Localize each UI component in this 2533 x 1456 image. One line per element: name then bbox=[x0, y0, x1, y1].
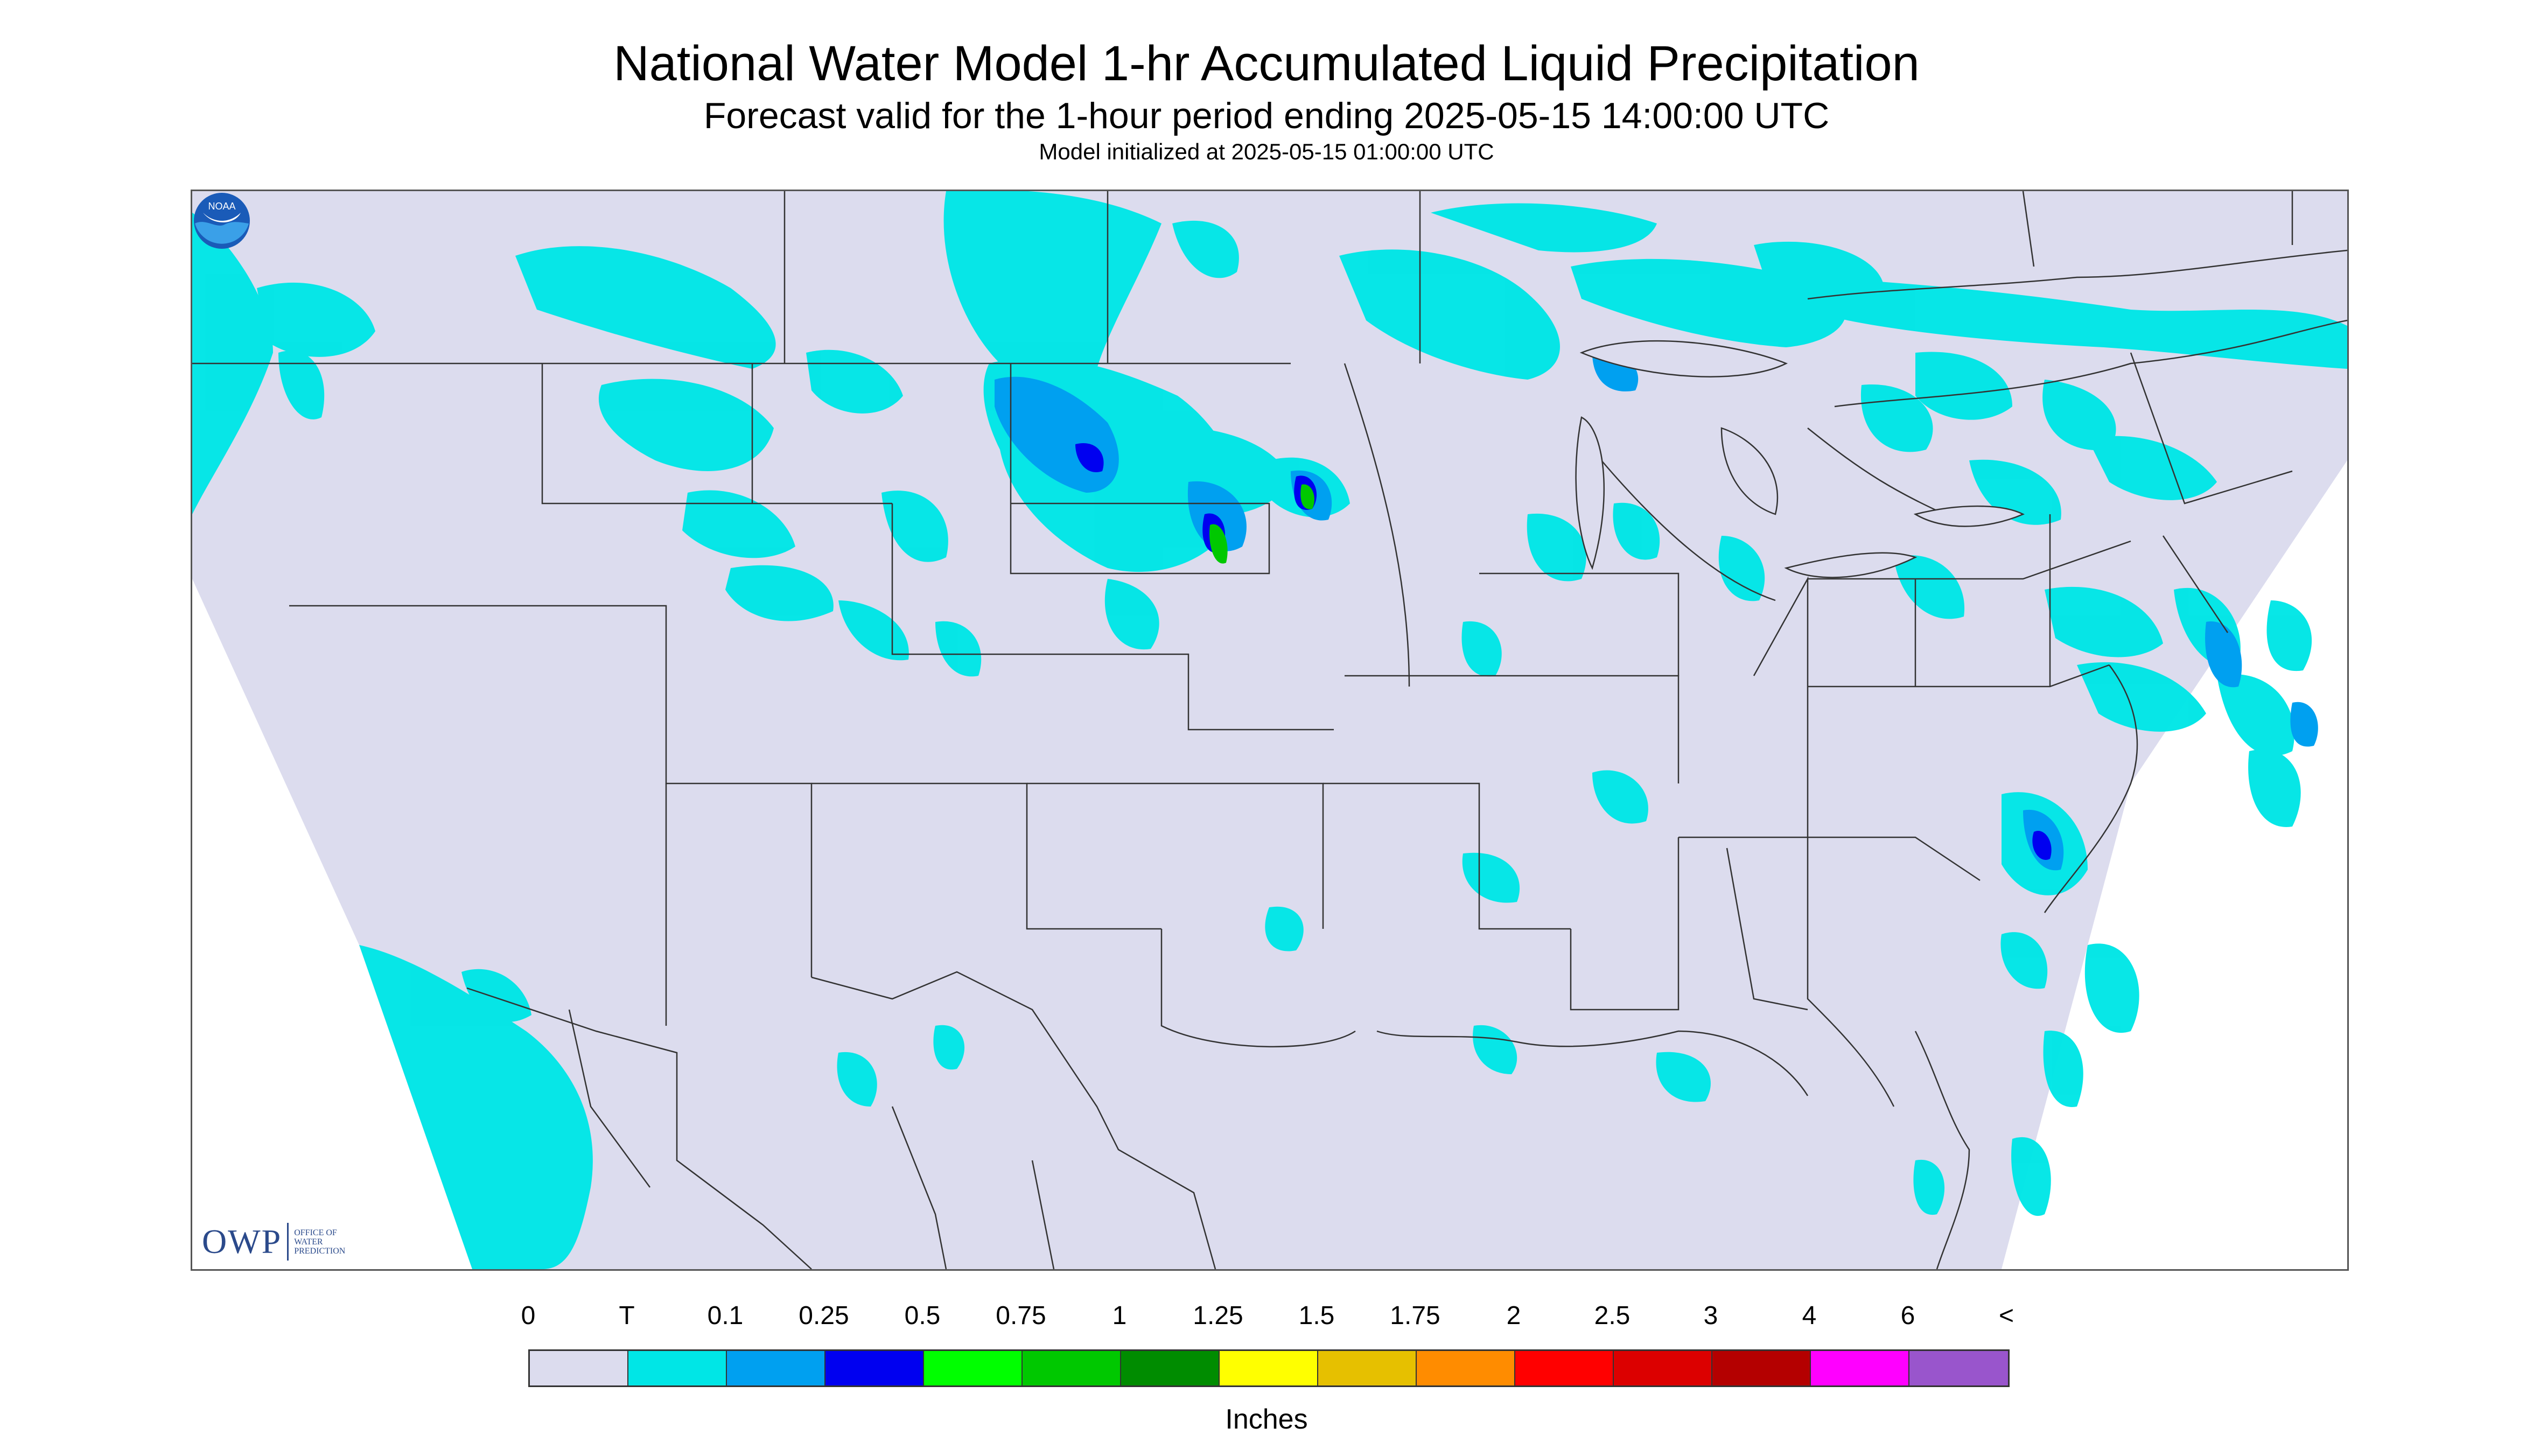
owp-logo-subtext: OFFICE OF WATER PREDICTION bbox=[294, 1228, 346, 1256]
legend-label: 1.25 bbox=[1193, 1301, 1243, 1330]
model-init-text: Model initialized at 2025-05-15 01:00:00… bbox=[1039, 139, 1494, 164]
legend-label: 6 bbox=[1900, 1301, 1915, 1330]
legend-colorbar bbox=[528, 1349, 2010, 1387]
legend-swatch bbox=[1811, 1351, 1909, 1385]
political-borders bbox=[192, 191, 2347, 1269]
map-canvas bbox=[192, 191, 2347, 1269]
legend-swatch bbox=[1318, 1351, 1417, 1385]
noaa-logo: NOAA bbox=[194, 193, 250, 249]
great-lakes bbox=[1575, 340, 2025, 578]
legend-swatch bbox=[1121, 1351, 1220, 1385]
owp-logo: OWP OFFICE OF WATER PREDICTION bbox=[202, 1222, 345, 1262]
legend-label: 0.25 bbox=[799, 1301, 849, 1330]
legend-swatch bbox=[1515, 1351, 1614, 1385]
legend-units: Inches bbox=[1225, 1404, 1308, 1435]
legend-swatch bbox=[1712, 1351, 1811, 1385]
svg-text:NOAA: NOAA bbox=[208, 201, 235, 212]
legend-label: < bbox=[1998, 1301, 2014, 1330]
legend-label: 0.75 bbox=[996, 1301, 1046, 1330]
legend-label: 2 bbox=[1506, 1301, 1521, 1330]
legend-label: 2.5 bbox=[1594, 1301, 1631, 1330]
legend-swatch bbox=[530, 1351, 628, 1385]
legend-label: 0.1 bbox=[707, 1301, 744, 1330]
legend-label: 4 bbox=[1802, 1301, 1817, 1330]
legend-label: 1 bbox=[1112, 1301, 1127, 1330]
legend-swatch bbox=[628, 1351, 727, 1385]
map-subtitle: Forecast valid for the 1-hour period end… bbox=[703, 95, 1830, 136]
legend-swatch bbox=[924, 1351, 1023, 1385]
owp-logo-divider bbox=[287, 1223, 289, 1261]
legend-swatch bbox=[727, 1351, 825, 1385]
legend-swatch bbox=[1909, 1351, 2008, 1385]
legend-label: 0.5 bbox=[904, 1301, 941, 1330]
precip-heavy bbox=[1209, 484, 1314, 564]
legend-label: 3 bbox=[1703, 1301, 1718, 1330]
legend-swatch bbox=[1220, 1351, 1318, 1385]
legend-swatch bbox=[1614, 1351, 1712, 1385]
precipitation-map: OWP OFFICE OF WATER PREDICTION NOAA bbox=[191, 190, 2349, 1271]
map-title: National Water Model 1-hr Accumulated Li… bbox=[613, 36, 1920, 91]
legend-swatch bbox=[1417, 1351, 1515, 1385]
legend-label: 1.75 bbox=[1390, 1301, 1440, 1330]
owp-logo-text: OWP bbox=[202, 1222, 282, 1261]
legend-swatch bbox=[825, 1351, 924, 1385]
legend-labels: 0 T 0.1 0.25 0.5 0.75 1 1.25 1.5 1.75 2 2.5 3 4 6 < bbox=[0, 1301, 2533, 1339]
legend-label: 0 bbox=[521, 1301, 536, 1330]
legend-label: 1.5 bbox=[1298, 1301, 1335, 1330]
legend-swatch bbox=[1023, 1351, 1121, 1385]
legend-label: T bbox=[619, 1301, 635, 1330]
